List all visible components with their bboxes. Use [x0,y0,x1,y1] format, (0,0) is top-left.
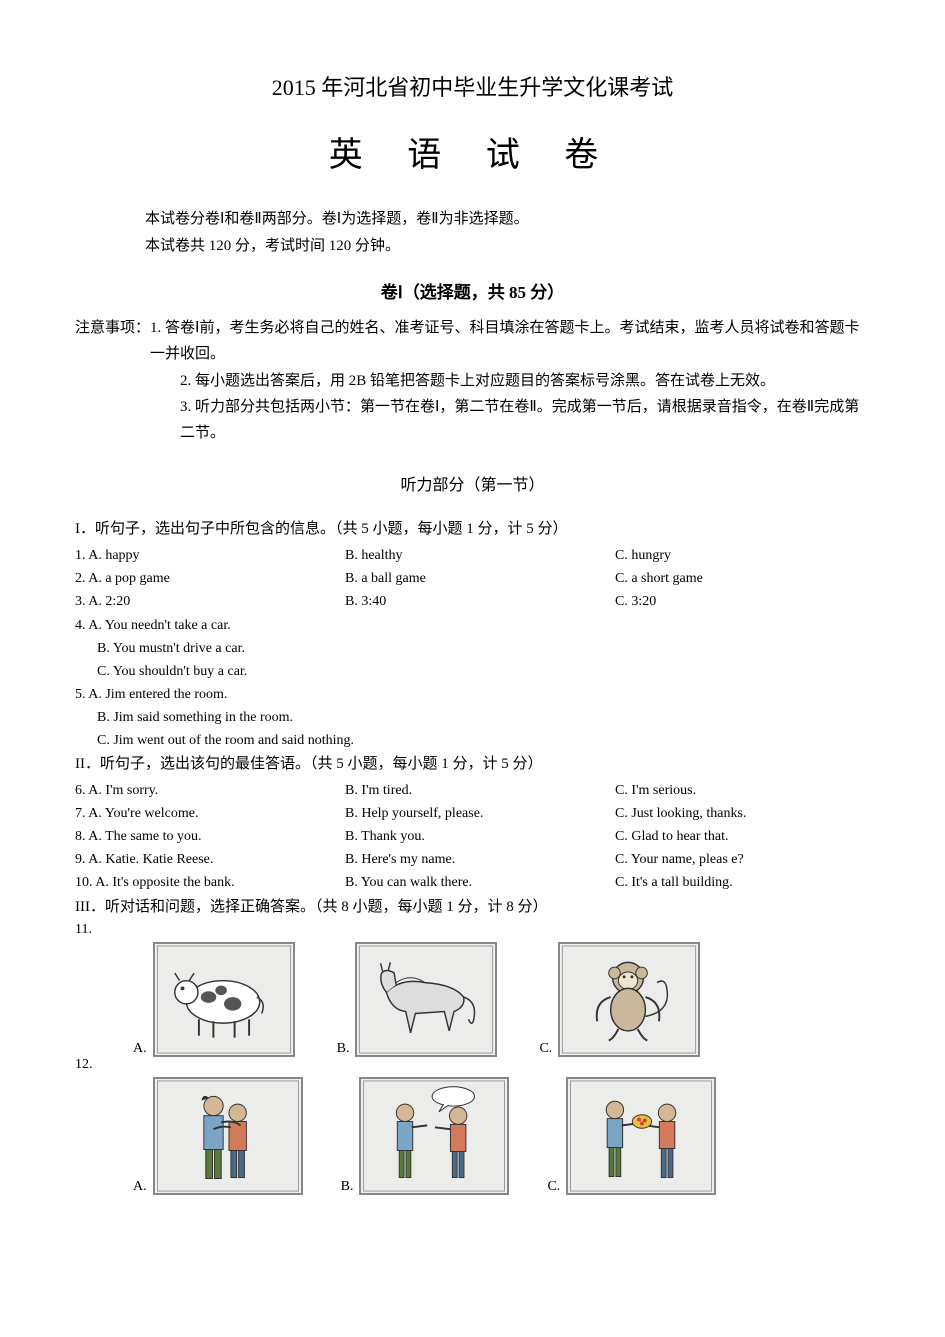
q8-option-b: B. Thank you. [345,825,615,848]
question-4-b: B. You mustn't drive a car. [75,637,870,660]
question-4-c: C. You shouldn't buy a car. [75,660,870,683]
section-i-instruction: I．听句子，选出句子中所包含的信息。（共 5 小题，每小题 1 分，计 5 分） [75,517,870,538]
q3-option-b: B. 3:40 [345,590,615,613]
intro-block: 本试卷分卷Ⅰ和卷Ⅱ两部分。卷Ⅰ为选择题，卷Ⅱ为非选择题。 本试卷共 120 分，… [145,206,870,260]
q11-label-b: B. [337,1041,350,1057]
question-9: 9. A. Katie. Katie Reese. B. Here's my n… [75,848,870,871]
question-12-images: A. B. [133,1077,870,1195]
q12-image-a-hug [153,1077,303,1195]
q1-option-c: C. hungry [615,544,870,567]
question-5-a: 5. A. Jim entered the room. [75,683,870,706]
question-1: 1. A. happy B. healthy C. hungry [75,544,870,567]
q2-option-b: B. a ball game [345,567,615,590]
q7-option-b: B. Help yourself, please. [345,802,615,825]
question-11-number: 11. [75,922,870,938]
section-ii-instruction: II．听句子，选出该句的最佳答语。（共 5 小题，每小题 1 分，计 5 分） [75,752,870,773]
listening-section-header: 听力部分（第一节） [75,471,870,495]
exam-title-main: 2015 年河北省初中毕业生升学文化课考试 [75,70,870,102]
notes-label: 注意事项： [75,315,150,368]
q7-option-a: 7. A. You're welcome. [75,802,345,825]
question-11-images: A. B. [133,942,870,1057]
section-iii-instruction: III．听对话和问题，选择正确答案。（共 8 小题，每小题 1 分，计 8 分） [75,895,870,916]
question-3: 3. A. 2:20 B. 3:40 C. 3:20 [75,590,870,613]
q12-image-c-gift [566,1077,716,1195]
q1-option-a: 1. A. happy [75,544,345,567]
intro-line-2: 本试卷共 120 分，考试时间 120 分钟。 [145,233,870,260]
note-1: 1. 答卷Ⅰ前，考生务必将自己的姓名、准考证号、科目填涂在答题卡上。考试结束，监… [150,315,870,368]
q8-option-a: 8. A. The same to you. [75,825,345,848]
intro-line-1: 本试卷分卷Ⅰ和卷Ⅱ两部分。卷Ⅰ为选择题，卷Ⅱ为非选择题。 [145,206,870,233]
q10-option-a: 10. A. It's opposite the bank. [75,871,345,894]
q11-image-c-monkey [558,942,700,1057]
q9-option-a: 9. A. Katie. Katie Reese. [75,848,345,871]
question-2: 2. A. a pop game B. a ball game C. a sho… [75,567,870,590]
q2-option-c: C. a short game [615,567,870,590]
section-1-header: 卷Ⅰ（选择题，共 85 分） [75,278,870,303]
q12-image-b-greeting [359,1077,509,1195]
q9-option-b: B. Here's my name. [345,848,615,871]
q10-option-b: B. You can walk there. [345,871,615,894]
q11-label-a: A. [133,1041,147,1057]
question-12-number: 12. [75,1057,870,1073]
q3-option-c: C. 3:20 [615,590,870,613]
q10-option-c: C. It's a tall building. [615,871,870,894]
q11-image-a-cow [153,942,295,1057]
question-10: 10. A. It's opposite the bank. B. You ca… [75,871,870,894]
q2-option-a: 2. A. a pop game [75,567,345,590]
question-7: 7. A. You're welcome. B. Help yourself, … [75,802,870,825]
question-5-b: B. Jim said something in the room. [75,706,870,729]
q6-option-c: C. I'm serious. [615,779,870,802]
q1-option-b: B. healthy [345,544,615,567]
q11-image-b-horse [355,942,497,1057]
q3-option-a: 3. A. 2:20 [75,590,345,613]
question-5-c: C. Jim went out of the room and said not… [75,729,870,752]
question-4-a: 4. A. You needn't take a car. [75,614,870,637]
q12-label-c: C. [547,1179,560,1195]
q11-label-c: C. [539,1041,552,1057]
note-2: 2. 每小题选出答案后，用 2B 铅笔把答题卡上对应题目的答案标号涂黑。答在试卷… [75,368,870,394]
q8-option-c: C. Glad to hear that. [615,825,870,848]
q6-option-b: B. I'm tired. [345,779,615,802]
notes-block: 注意事项： 1. 答卷Ⅰ前，考生务必将自己的姓名、准考证号、科目填涂在答题卡上。… [75,315,870,446]
exam-title-subject: 英 语 试 卷 [75,127,870,176]
question-8: 8. A. The same to you. B. Thank you. C. … [75,825,870,848]
q9-option-c: C. Your name, pleas e? [615,848,870,871]
q7-option-c: C. Just looking, thanks. [615,802,870,825]
note-3: 3. 听力部分共包括两小节：第一节在卷Ⅰ，第二节在卷Ⅱ。完成第一节后，请根据录音… [75,394,870,447]
q12-label-a: A. [133,1179,147,1195]
q6-option-a: 6. A. I'm sorry. [75,779,345,802]
q12-label-b: B. [341,1179,354,1195]
question-6: 6. A. I'm sorry. B. I'm tired. C. I'm se… [75,779,870,802]
